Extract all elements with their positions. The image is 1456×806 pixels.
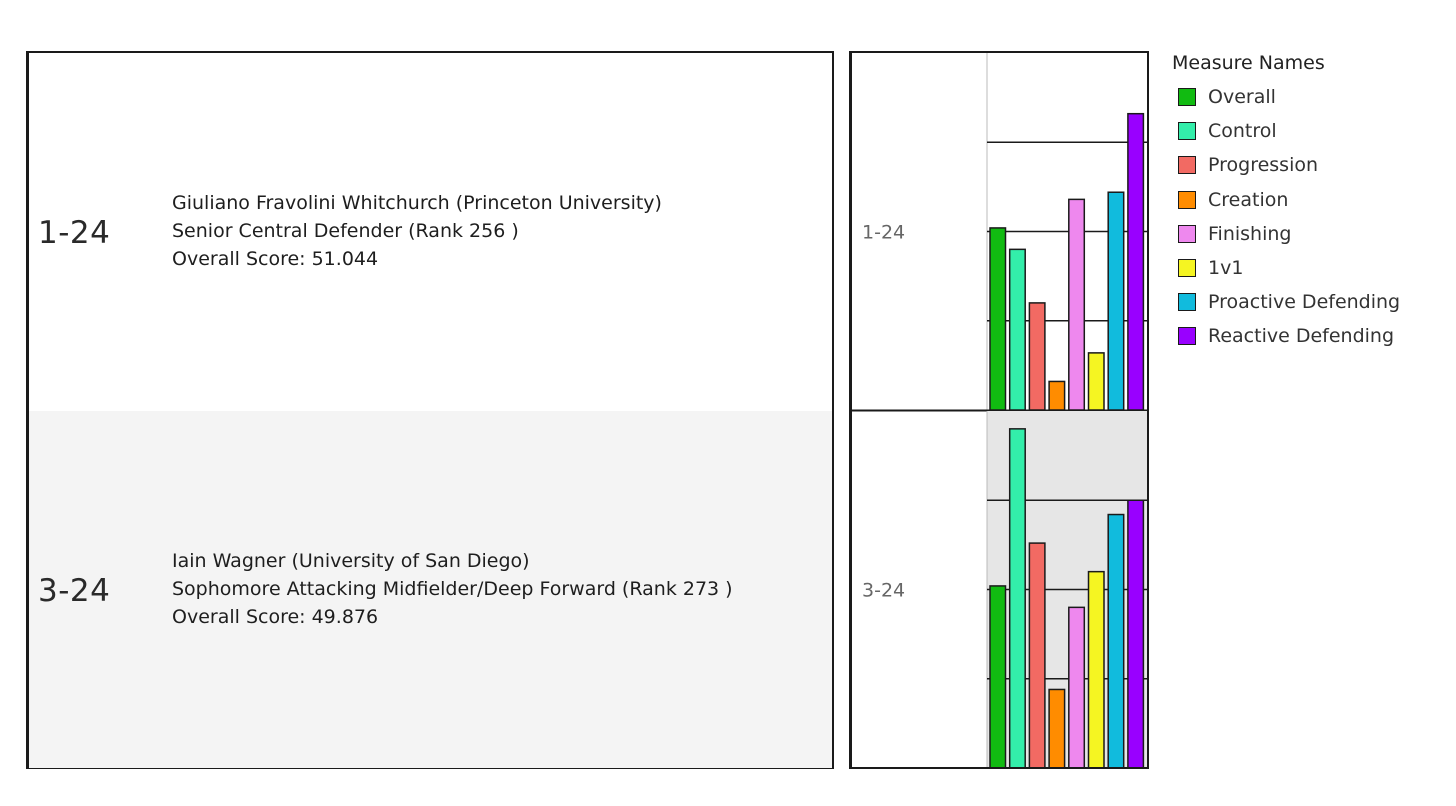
legend: Measure Names Overall Control Progression C… (1172, 52, 1400, 354)
player-name: Iain Wagner (University of San Diego) (172, 550, 530, 572)
legend-swatch (1178, 190, 1196, 209)
legend-swatch (1178, 259, 1196, 278)
legend-item[interactable]: Control (1178, 114, 1400, 148)
legend-label: Control (1208, 120, 1277, 143)
player-row: 1-24 Giuliano Fravolini Whitchurch (Prin… (29, 53, 832, 410)
player-info: Giuliano Fravolini Whitchurch (Princeton… (172, 189, 662, 273)
bar (1107, 191, 1125, 411)
bar (1107, 513, 1125, 767)
legend-label: Creation (1208, 188, 1289, 211)
legend-swatch (1178, 156, 1196, 175)
bar (1048, 688, 1066, 767)
legend-title: Measure Names (1172, 52, 1325, 74)
legend-item[interactable]: Creation (1178, 183, 1400, 217)
pane-label: 3-24 (862, 580, 905, 602)
bar (1048, 380, 1066, 411)
player-position: Sophomore Attacking Midfielder/Deep Forw… (172, 578, 733, 600)
bar (1087, 352, 1105, 411)
legend-label: Overall (1208, 86, 1276, 109)
player-table: 1-24 Giuliano Fravolini Whitchurch (Prin… (26, 51, 834, 769)
legend-item[interactable]: Reactive Defending (1178, 319, 1400, 353)
legend-label: Reactive Defending (1208, 325, 1395, 348)
legend-item[interactable]: 1v1 (1178, 251, 1400, 285)
legend-items: Overall Control Progression Creation Finishi… (1172, 80, 1400, 354)
legend-swatch (1178, 293, 1196, 312)
player-score: Overall Score: 51.044 (172, 248, 379, 270)
player-row: 3-24 Iain Wagner (University of San Dieg… (29, 411, 832, 768)
legend-item[interactable]: Finishing (1178, 217, 1400, 251)
legend-label: Finishing (1208, 222, 1292, 245)
bar (989, 585, 1007, 767)
chart-canvas: 1-24 3-24 (852, 53, 1147, 767)
bar (1068, 606, 1086, 767)
legend-swatch (1178, 88, 1196, 107)
player-info: Iain Wagner (University of San Diego) So… (172, 547, 733, 631)
bar (1008, 428, 1026, 767)
legend-swatch (1178, 327, 1196, 346)
bar (1068, 198, 1086, 411)
legend-item[interactable]: Overall (1178, 80, 1400, 114)
row-label: 3-24 (38, 573, 111, 609)
player-position: Senior Central Defender (Rank 256 ) (172, 220, 519, 242)
bar (1008, 248, 1026, 411)
player-score: Overall Score: 49.876 (172, 606, 379, 628)
legend-label: 1v1 (1208, 257, 1244, 280)
bar (1028, 302, 1046, 411)
bar (1028, 542, 1046, 767)
legend-label: Proactive Defending (1208, 291, 1401, 314)
bar (989, 227, 1007, 411)
legend-item[interactable]: Progression (1178, 148, 1400, 182)
player-name: Giuliano Fravolini Whitchurch (Princeton… (172, 192, 662, 214)
legend-swatch (1178, 122, 1196, 141)
pane-label: 1-24 (862, 222, 905, 244)
bar-chart: 1-24 3-24 (849, 51, 1149, 769)
bar (1127, 112, 1145, 411)
bar (1127, 499, 1145, 767)
legend-swatch (1178, 224, 1196, 243)
legend-item[interactable]: Proactive Defending (1178, 285, 1400, 319)
legend-label: Progression (1208, 154, 1319, 177)
bar (1087, 570, 1105, 767)
row-label: 1-24 (38, 215, 111, 251)
